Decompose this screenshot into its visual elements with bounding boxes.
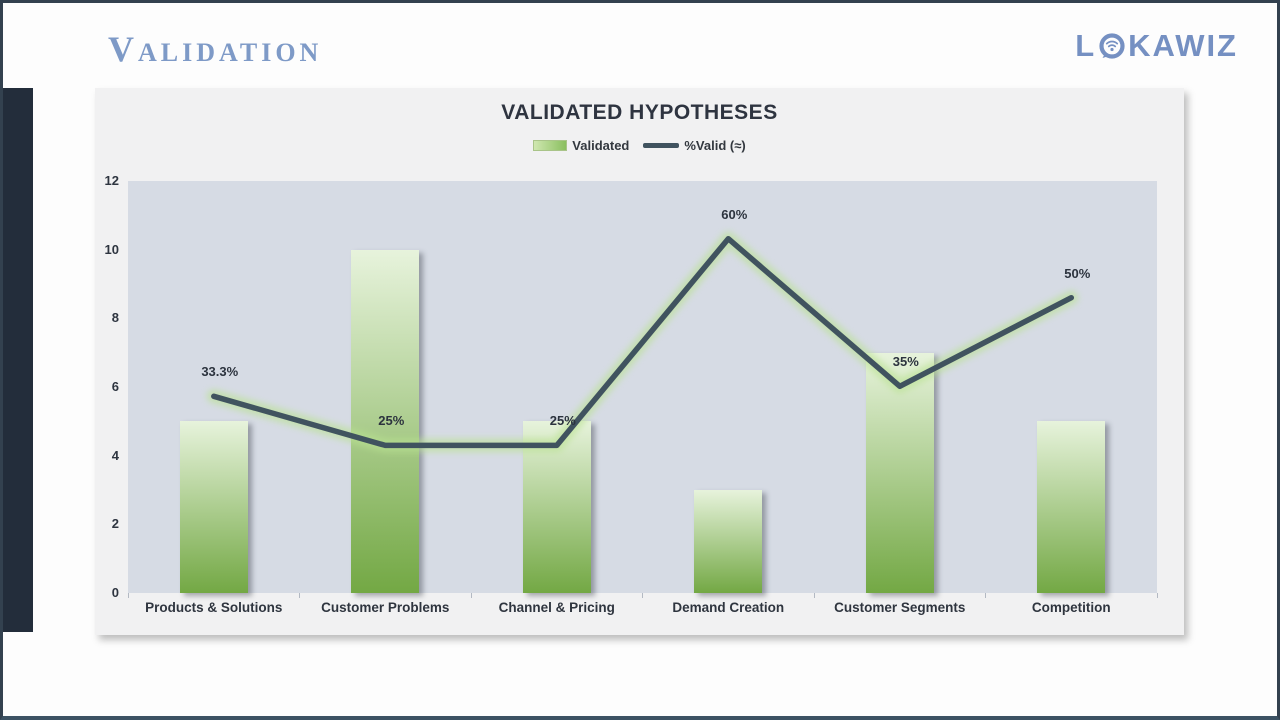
bar-demand-creation <box>694 490 763 593</box>
x-axis-category-label: Customer Segments <box>834 600 966 615</box>
chart-card: VALIDATED HYPOTHESES Validated %Valid (≈… <box>95 88 1184 635</box>
line-data-label: 50% <box>1064 265 1091 281</box>
line-data-label: 35% <box>892 354 919 370</box>
x-axis-category-label: Demand Creation <box>672 600 785 615</box>
y-axis-tick-label: 2 <box>111 516 119 532</box>
axis-tick <box>299 593 300 598</box>
line-data-label: 25% <box>549 413 576 429</box>
x-axis-category-label: Channel & Pricing <box>498 600 615 615</box>
plot-area: 33.3% 25% 25% 60% 35% 50% <box>128 181 1157 593</box>
legend-label-validated: Validated <box>572 138 630 153</box>
axis-tick <box>642 593 643 598</box>
y-axis-tick-label: 12 <box>104 173 119 188</box>
axis-tick <box>470 593 472 598</box>
logo-text-suffix: KAWIZ <box>1128 28 1238 63</box>
chart-title: VALIDATED HYPOTHESES <box>501 101 778 124</box>
axis-tick <box>985 593 986 598</box>
axis-tick <box>1156 593 1158 598</box>
chart-legend: Validated %Valid (≈) <box>95 138 1184 153</box>
percent-valid-line <box>206 231 1079 453</box>
x-axis-category-label: Customer Problems <box>321 600 450 615</box>
axis-tick <box>127 593 129 598</box>
line-data-label: 33.3% <box>201 364 239 380</box>
line-data-label: 25% <box>378 413 405 429</box>
legend-item-pct-valid: %Valid (≈) <box>643 138 746 153</box>
bar-products-solutions <box>179 421 248 593</box>
legend-line-swatch-icon <box>643 143 680 148</box>
wifi-bubble-icon <box>1099 33 1125 59</box>
slide-title: Validation <box>108 29 323 69</box>
legend-item-validated: Validated <box>533 138 629 153</box>
legend-label-pct-valid: %Valid (≈) <box>684 138 746 153</box>
left-accent-bar <box>0 88 33 632</box>
bar-competition <box>1037 421 1106 593</box>
y-axis-tick-label: 4 <box>111 447 119 463</box>
logo-text-prefix: L <box>1075 28 1097 63</box>
y-axis-tick-label: 10 <box>104 241 119 257</box>
y-axis-tick-label: 0 <box>111 585 119 600</box>
y-axis-tick-label: 8 <box>111 310 119 326</box>
line-data-label: 60% <box>721 206 748 222</box>
x-axis-category-label: Products & Solutions <box>145 600 283 615</box>
axis-tick <box>813 593 815 598</box>
line-main <box>211 235 1075 449</box>
brand-logo: L KAWIZ <box>1075 28 1238 64</box>
x-axis-category-label: Competition <box>1031 600 1111 615</box>
legend-bar-swatch-icon <box>533 140 568 151</box>
bar-customer-problems <box>351 249 420 593</box>
y-axis-tick-label: 6 <box>111 379 119 394</box>
